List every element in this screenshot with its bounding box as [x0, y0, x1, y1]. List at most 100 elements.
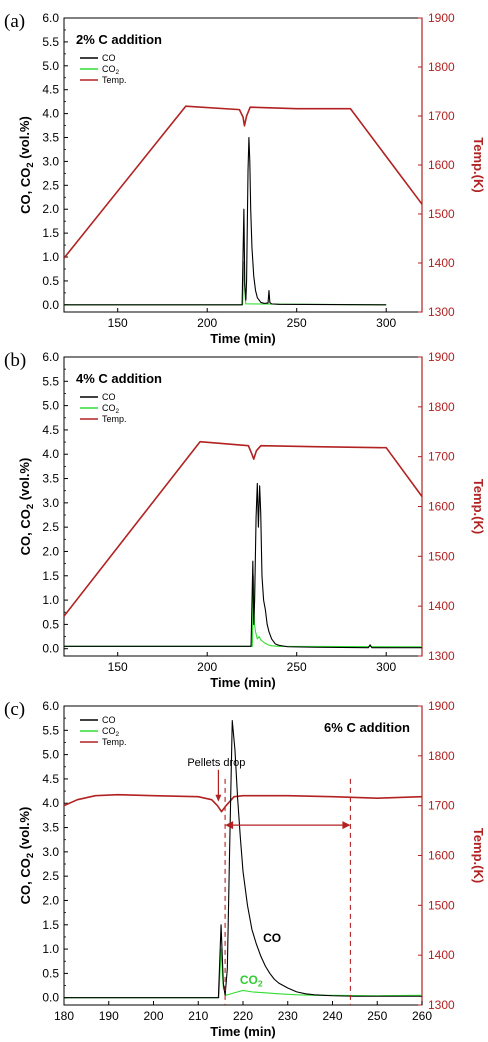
ytick-label: 1.0 [42, 250, 59, 264]
legend-entry: CO2 [102, 403, 120, 415]
xtick-label: 250 [287, 660, 307, 674]
y2tick-label: 1900 [428, 350, 455, 364]
y2-axis-title: Temp.(K) [471, 479, 486, 534]
panel-title: 2% C addition [76, 32, 162, 47]
series-temp-line [64, 793, 422, 813]
legend-entry: CO2 [102, 64, 120, 76]
y2tick-label: 1800 [428, 400, 455, 414]
ytick-label: 3.0 [42, 154, 59, 168]
y2tick-label: 1500 [428, 549, 455, 563]
ytick-label: 6.0 [42, 350, 59, 364]
ytick-label: 1.5 [42, 226, 59, 240]
interval-arrow-left-head [225, 821, 234, 830]
ytick-label: 0.5 [42, 966, 59, 980]
chart-panel-1: (a) 0.0 0.5 1.0 1.5 2.0 2.5 3.0 3.5 4.0 4.5 5.0 5.5 6… [4, 11, 486, 346]
ytick-label: 0.0 [42, 298, 59, 312]
ytick-label: 5.5 [42, 723, 59, 737]
legend-entry-sub: 2 [116, 408, 120, 415]
y-axis-title-sub: 2 [25, 162, 35, 167]
xtick-label: 300 [376, 660, 396, 674]
panel-label: (c) [4, 699, 25, 720]
ytick-label: 2.0 [42, 544, 59, 558]
ytick-label: 4.5 [42, 423, 59, 437]
chart-panel-3: (c) 0.0 0.5 1.0 1.5 2.0 2.5 3.0 3.5 4.0 4.5 5.0 5.5 6… [4, 699, 486, 1039]
series-co-line [64, 136, 387, 306]
ytick-label: 1.5 [42, 918, 59, 932]
interval-arrow-right-head [342, 821, 351, 830]
y-axis-title-tail: (vol.%) [17, 116, 32, 162]
x-axis-title: Time (min) [210, 675, 276, 690]
legend-entry-main: CO [102, 392, 116, 402]
xtick-label: 250 [367, 1009, 387, 1023]
ytick-label: 5.0 [42, 59, 59, 73]
legend-entry: Temp. [102, 414, 127, 424]
y2tick-label: 1900 [428, 11, 455, 25]
ytick-label: 0.0 [42, 991, 59, 1005]
xtick-label: 260 [412, 1009, 432, 1023]
legend-entry-main: CO [102, 715, 116, 725]
xtick-label: 190 [99, 1009, 119, 1023]
ytick-label: 5.0 [42, 748, 59, 762]
chart-panel-2: (b) 0.0 0.5 1.0 1.5 2.0 2.5 3.0 3.5 4.0 4.5 5.0 5.5 6… [4, 350, 486, 690]
ytick-label: 3.5 [42, 472, 59, 486]
y-axis-title-main: CO, CO [18, 858, 33, 904]
y2tick-label: 1900 [428, 699, 455, 713]
legend-entry-sub: 2 [116, 731, 120, 738]
xtick-label: 210 [188, 1009, 208, 1023]
y2tick-label: 1400 [428, 948, 455, 962]
xtick-label: 200 [143, 1009, 163, 1023]
ytick-label: 4.5 [42, 83, 59, 97]
legend-entry: Temp. [102, 75, 127, 85]
y2tick-label: 1700 [428, 450, 455, 464]
legend-entry-sub: 2 [116, 69, 120, 76]
ytick-label: 5.0 [42, 399, 59, 413]
y2tick-label: 1400 [428, 256, 455, 270]
legend-entry-main: CO [102, 403, 116, 413]
co2-curve-label: CO2 [240, 973, 263, 989]
ytick-label: 4.5 [42, 772, 59, 786]
y-axis-title-tail: (vol.%) [17, 807, 32, 853]
ytick-label: 5.5 [42, 35, 59, 49]
y2tick-label: 1600 [428, 849, 455, 863]
y-axis-title: CO, CO2 (vol.%) [17, 807, 35, 905]
xtick-label: 230 [278, 1009, 298, 1023]
legend-entry-main: Temp. [102, 737, 127, 747]
legend-entry: CO [102, 715, 116, 725]
ytick-label: 3.0 [42, 496, 59, 510]
x-axis-title: Time (min) [210, 331, 276, 346]
panel-title: 4% C addition [76, 371, 162, 386]
series-co-line [64, 720, 422, 999]
legend-entry: CO [102, 392, 116, 402]
panel-label: (a) [4, 11, 25, 32]
pellets-drop-arrow-head [215, 794, 222, 802]
co-curve-label: CO [263, 931, 281, 945]
xtick-label: 250 [287, 316, 307, 330]
ytick-label: 6.0 [42, 699, 59, 713]
y2tick-label: 1800 [428, 749, 455, 763]
y2tick-label: 1500 [428, 898, 455, 912]
ytick-label: 1.5 [42, 569, 59, 583]
y2tick-label: 1500 [428, 207, 455, 221]
xtick-label: 200 [197, 660, 217, 674]
ytick-label: 0.5 [42, 617, 59, 631]
xtick-label: 200 [197, 316, 217, 330]
plot-area [64, 720, 422, 999]
y-axis-title-main: CO, CO [18, 168, 33, 214]
ytick-label: 3.5 [42, 821, 59, 835]
ytick-label: 4.0 [42, 447, 59, 461]
xtick-label: 220 [233, 1009, 253, 1023]
ytick-label: 6.0 [42, 11, 59, 25]
xtick-label: 150 [108, 660, 128, 674]
ytick-label: 5.5 [42, 374, 59, 388]
y2tick-label: 1400 [428, 599, 455, 613]
co2-curve-label-main: CO [240, 973, 258, 987]
ytick-label: 3.5 [42, 131, 59, 145]
y2tick-label: 1600 [428, 158, 455, 172]
ytick-label: 2.5 [42, 520, 59, 534]
ytick-label: 4.0 [42, 107, 59, 121]
ytick-label: 3.0 [42, 845, 59, 859]
legend-entry-main: Temp. [102, 414, 127, 424]
legend-entry: CO [102, 53, 116, 63]
